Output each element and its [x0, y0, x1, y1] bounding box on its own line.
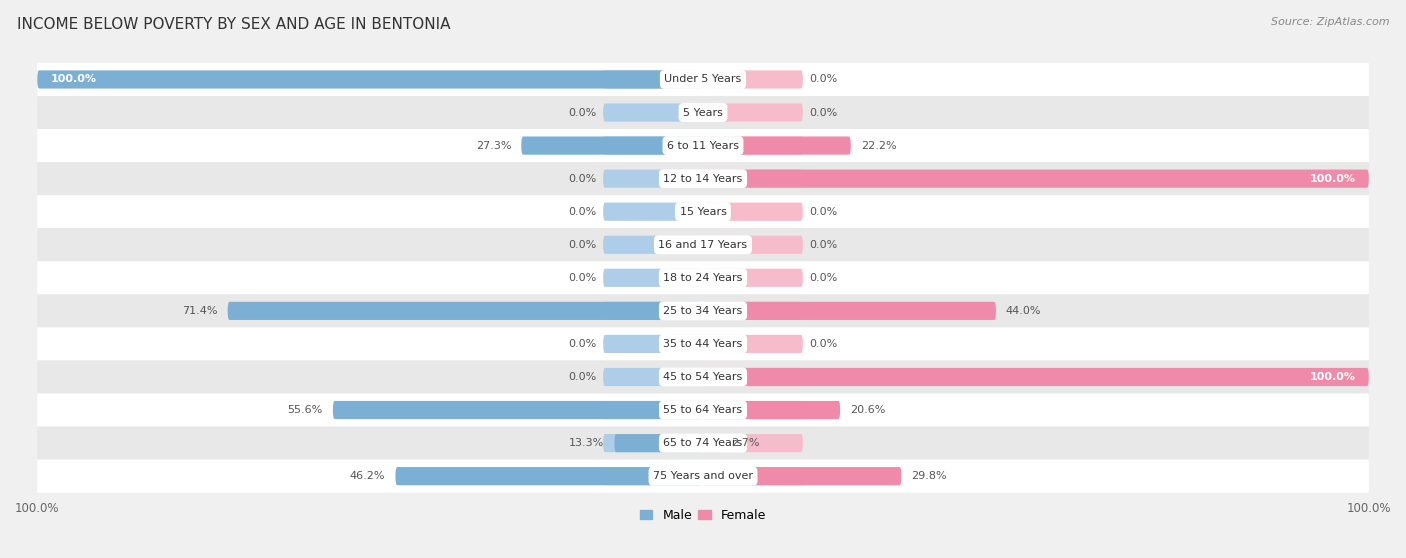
FancyBboxPatch shape — [37, 426, 1369, 460]
Text: 16 and 17 Years: 16 and 17 Years — [658, 240, 748, 250]
FancyBboxPatch shape — [37, 261, 1369, 294]
Text: INCOME BELOW POVERTY BY SEX AND AGE IN BENTONIA: INCOME BELOW POVERTY BY SEX AND AGE IN B… — [17, 17, 450, 32]
Text: 6 to 11 Years: 6 to 11 Years — [666, 141, 740, 151]
Text: 71.4%: 71.4% — [183, 306, 218, 316]
FancyBboxPatch shape — [37, 228, 1369, 261]
FancyBboxPatch shape — [37, 63, 1369, 96]
Text: 0.0%: 0.0% — [810, 240, 838, 250]
Text: 12 to 14 Years: 12 to 14 Years — [664, 174, 742, 184]
FancyBboxPatch shape — [603, 137, 703, 155]
FancyBboxPatch shape — [703, 434, 721, 452]
Text: Source: ZipAtlas.com: Source: ZipAtlas.com — [1271, 17, 1389, 27]
Text: 100.0%: 100.0% — [1309, 372, 1355, 382]
FancyBboxPatch shape — [603, 335, 703, 353]
Text: 45 to 54 Years: 45 to 54 Years — [664, 372, 742, 382]
Text: 2.7%: 2.7% — [731, 438, 759, 448]
Text: Under 5 Years: Under 5 Years — [665, 74, 741, 84]
Text: 75 Years and over: 75 Years and over — [652, 471, 754, 481]
FancyBboxPatch shape — [703, 401, 803, 419]
Text: 35 to 44 Years: 35 to 44 Years — [664, 339, 742, 349]
FancyBboxPatch shape — [703, 103, 803, 122]
Text: 0.0%: 0.0% — [568, 273, 596, 283]
FancyBboxPatch shape — [603, 269, 703, 287]
Text: 0.0%: 0.0% — [568, 372, 596, 382]
FancyBboxPatch shape — [703, 70, 803, 89]
FancyBboxPatch shape — [614, 434, 703, 452]
FancyBboxPatch shape — [603, 203, 703, 221]
Text: 0.0%: 0.0% — [568, 206, 596, 217]
FancyBboxPatch shape — [37, 96, 1369, 129]
FancyBboxPatch shape — [37, 294, 1369, 328]
Text: 15 Years: 15 Years — [679, 206, 727, 217]
FancyBboxPatch shape — [703, 302, 995, 320]
Text: 0.0%: 0.0% — [568, 108, 596, 118]
FancyBboxPatch shape — [395, 467, 703, 485]
Text: 0.0%: 0.0% — [810, 74, 838, 84]
Text: 55.6%: 55.6% — [288, 405, 323, 415]
FancyBboxPatch shape — [703, 467, 901, 485]
FancyBboxPatch shape — [228, 302, 703, 320]
Text: 100.0%: 100.0% — [51, 74, 97, 84]
FancyBboxPatch shape — [703, 137, 851, 155]
FancyBboxPatch shape — [37, 70, 703, 89]
FancyBboxPatch shape — [603, 434, 703, 452]
FancyBboxPatch shape — [703, 467, 803, 485]
FancyBboxPatch shape — [37, 162, 1369, 195]
Text: 0.0%: 0.0% — [810, 339, 838, 349]
Text: 44.0%: 44.0% — [1005, 306, 1042, 316]
FancyBboxPatch shape — [703, 335, 803, 353]
FancyBboxPatch shape — [603, 401, 703, 419]
Text: 5 Years: 5 Years — [683, 108, 723, 118]
FancyBboxPatch shape — [603, 103, 703, 122]
Text: 0.0%: 0.0% — [810, 273, 838, 283]
FancyBboxPatch shape — [37, 328, 1369, 360]
Text: 0.0%: 0.0% — [568, 240, 596, 250]
Text: 0.0%: 0.0% — [810, 108, 838, 118]
FancyBboxPatch shape — [703, 137, 803, 155]
Text: 0.0%: 0.0% — [810, 206, 838, 217]
FancyBboxPatch shape — [603, 170, 703, 187]
FancyBboxPatch shape — [703, 170, 1369, 187]
Text: 13.3%: 13.3% — [569, 438, 605, 448]
Text: 0.0%: 0.0% — [568, 339, 596, 349]
FancyBboxPatch shape — [703, 368, 803, 386]
Text: 18 to 24 Years: 18 to 24 Years — [664, 273, 742, 283]
FancyBboxPatch shape — [703, 170, 803, 187]
FancyBboxPatch shape — [37, 129, 1369, 162]
FancyBboxPatch shape — [703, 434, 803, 452]
FancyBboxPatch shape — [333, 401, 703, 419]
FancyBboxPatch shape — [703, 401, 841, 419]
FancyBboxPatch shape — [603, 368, 703, 386]
Text: 0.0%: 0.0% — [568, 174, 596, 184]
FancyBboxPatch shape — [522, 137, 703, 155]
FancyBboxPatch shape — [37, 360, 1369, 393]
FancyBboxPatch shape — [37, 393, 1369, 426]
Text: 22.2%: 22.2% — [860, 141, 897, 151]
Text: 55 to 64 Years: 55 to 64 Years — [664, 405, 742, 415]
Text: 20.6%: 20.6% — [851, 405, 886, 415]
FancyBboxPatch shape — [37, 195, 1369, 228]
Legend: Male, Female: Male, Female — [636, 504, 770, 527]
FancyBboxPatch shape — [603, 467, 703, 485]
FancyBboxPatch shape — [703, 235, 803, 254]
Text: 25 to 34 Years: 25 to 34 Years — [664, 306, 742, 316]
Text: 100.0%: 100.0% — [1309, 174, 1355, 184]
FancyBboxPatch shape — [703, 302, 803, 320]
Text: 27.3%: 27.3% — [475, 141, 512, 151]
FancyBboxPatch shape — [703, 269, 803, 287]
Text: 29.8%: 29.8% — [911, 471, 948, 481]
Text: 65 to 74 Years: 65 to 74 Years — [664, 438, 742, 448]
FancyBboxPatch shape — [703, 203, 803, 221]
FancyBboxPatch shape — [603, 302, 703, 320]
FancyBboxPatch shape — [703, 368, 1369, 386]
Text: 46.2%: 46.2% — [350, 471, 385, 481]
FancyBboxPatch shape — [37, 460, 1369, 493]
FancyBboxPatch shape — [603, 70, 703, 89]
FancyBboxPatch shape — [603, 235, 703, 254]
